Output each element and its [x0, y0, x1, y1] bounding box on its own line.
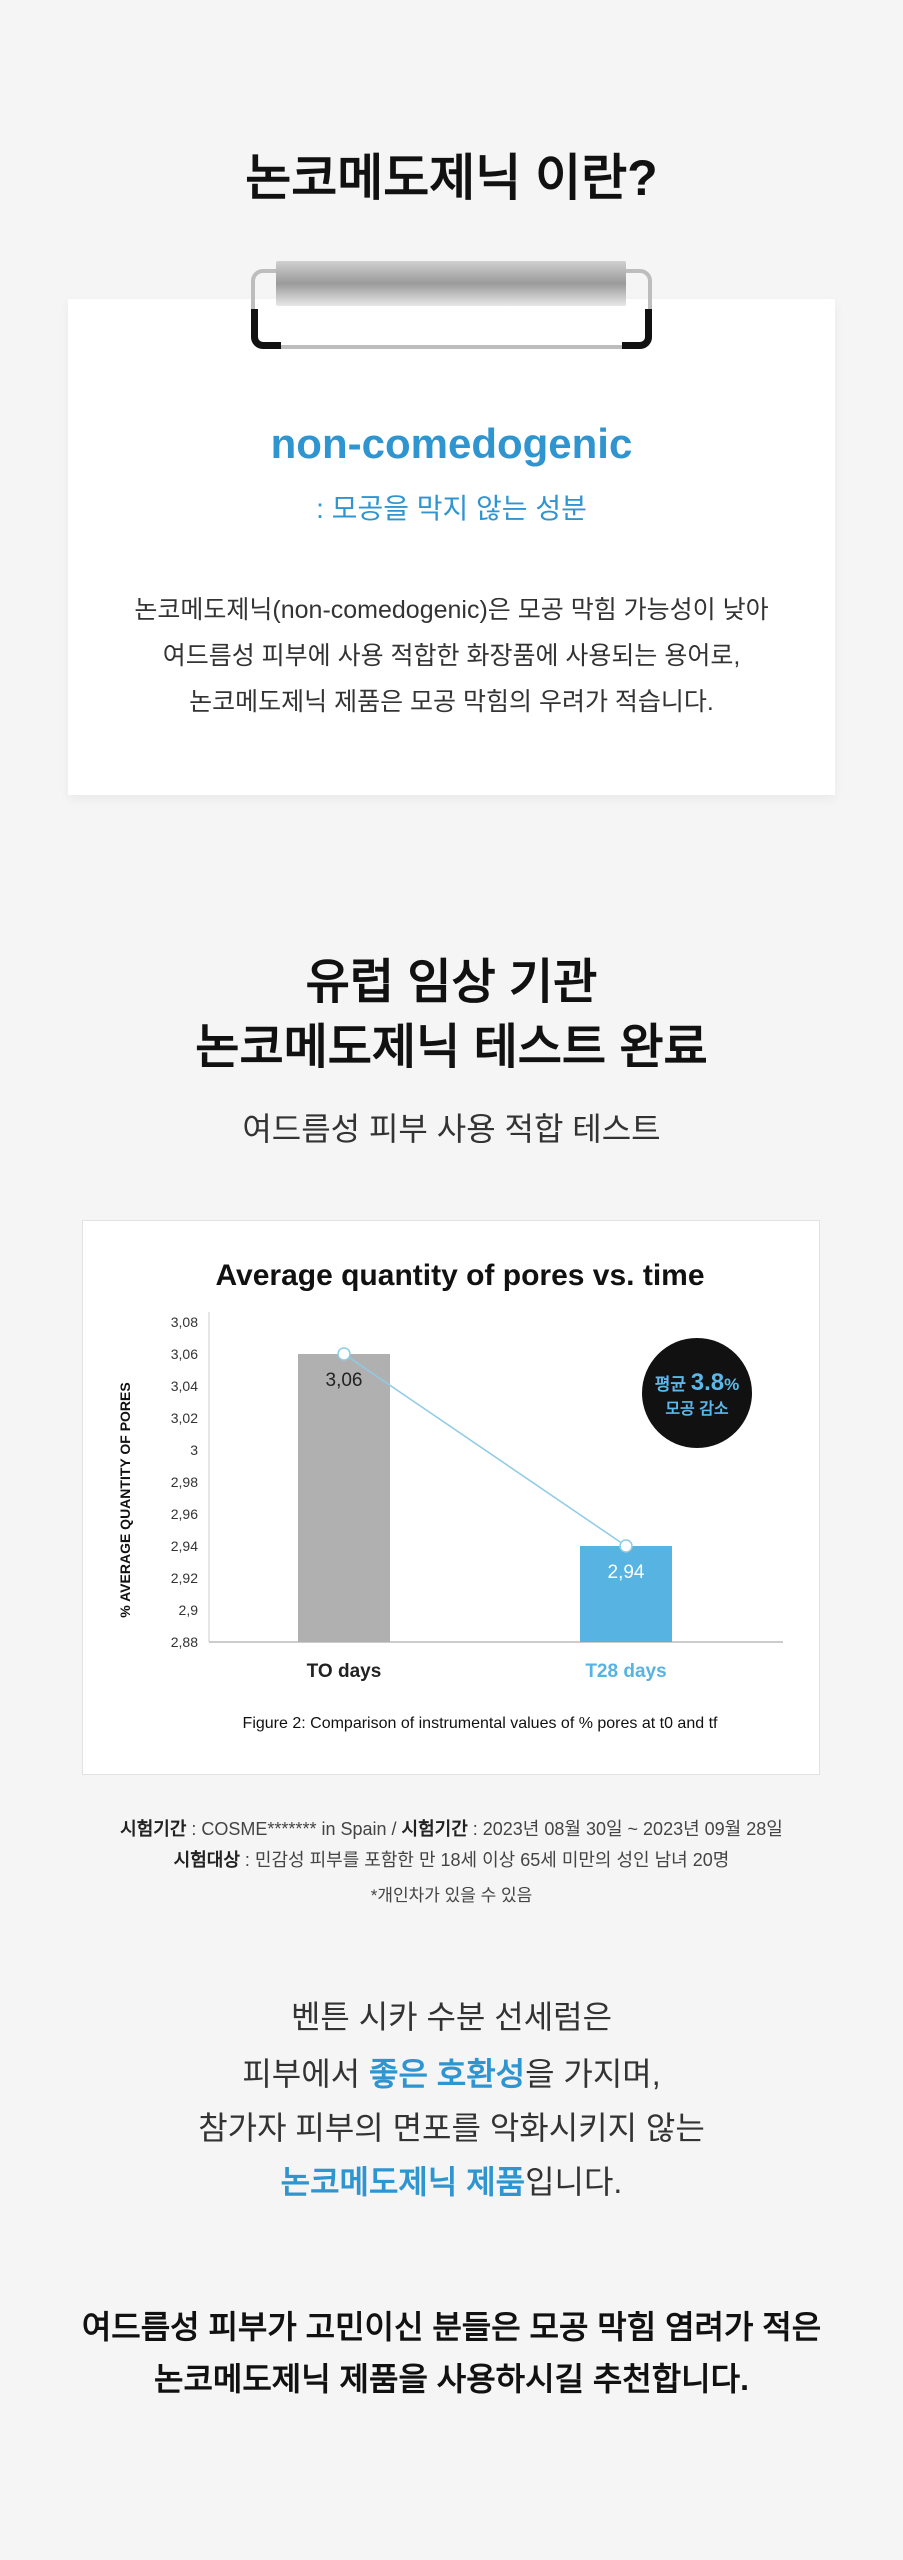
- test-title-line1: 유럽 임상 기관: [305, 956, 598, 1009]
- x-tick-label: T28 days: [585, 1661, 666, 1682]
- summary-line: 참가자 피부의 면포를 악화시키지 않는: [198, 2110, 705, 2146]
- data-label: 2,94: [608, 1562, 645, 1583]
- y-tick-label: 2,9: [179, 1602, 199, 1618]
- x-tick-label: TO days: [307, 1661, 382, 1682]
- chart-caption: Figure 2: Comparison of instrumental val…: [243, 1715, 718, 1732]
- test-subjects: 시험대상 : 민감성 피부를 포함한 만 18세 이상 65세 미만의 성인 남…: [173, 1850, 730, 1870]
- trend-point: [337, 1347, 351, 1361]
- badge-value: 3.8: [691, 1369, 724, 1396]
- y-tick-label: 2,98: [171, 1474, 198, 1490]
- closing-line: 논코메도제닉 제품을 사용하시길 추천합니다.: [154, 2361, 749, 2397]
- y-tick-label: 2,88: [171, 1634, 198, 1650]
- pores-chart: Average quantity of pores vs. time % AVE…: [117, 1259, 783, 1732]
- y-tick-label: 2,94: [171, 1538, 198, 1554]
- y-tick-label: 3: [190, 1442, 198, 1458]
- summary-line: 피부에서 좋은 호환성을 가지며,: [242, 2056, 661, 2092]
- bar: [298, 1354, 390, 1642]
- reduction-badge: 평균 3.8% 모공 감소: [642, 1338, 752, 1448]
- section-title: 논코메도제닉 이란?: [245, 150, 658, 206]
- definition-line: 논코메도제닉(non-comedogenic)은 모공 막힘 가능성이 낮아: [134, 596, 769, 624]
- definition-card: [68, 299, 835, 795]
- y-tick-label: 3,04: [171, 1378, 198, 1394]
- y-axis-label: % AVERAGE QUANTITY OF PORES: [117, 1382, 133, 1617]
- trend-line: [343, 1353, 627, 1547]
- y-tick-label: 3,08: [171, 1314, 198, 1330]
- term-meaning: : 모공을 막지 않는 성분: [316, 493, 587, 524]
- bar: [580, 1546, 672, 1642]
- test-subtitle: 여드름성 피부 사용 적합 테스트: [242, 1111, 661, 1147]
- y-tick-label: 2,96: [171, 1506, 198, 1522]
- clipboard-clip-icon: [251, 261, 652, 349]
- definition-line: 여드름성 피부에 사용 적합한 화장품에 사용되는 용어로,: [162, 642, 741, 670]
- term-title: non-comedogenic: [270, 420, 633, 467]
- y-tick-label: 3,02: [171, 1410, 198, 1426]
- definition-line: 논코메도제닉 제품은 모공 막힘의 우려가 적습니다.: [189, 688, 714, 716]
- data-label: 3,06: [326, 1370, 363, 1391]
- trend-point: [619, 1539, 633, 1553]
- svg-text:평균 3.8%: 평균 3.8%: [655, 1369, 740, 1396]
- disclaimer: *개인차가 있을 수 있음: [370, 1886, 533, 1905]
- badge-unit: %: [724, 1375, 739, 1394]
- y-tick-label: 3,06: [171, 1346, 198, 1362]
- badge-line2: 모공 감소: [665, 1399, 729, 1418]
- summary-line: 벤튼 시카 수분 선세럼은: [290, 1999, 613, 2035]
- test-period: 시험기간 : COSME******* in Spain / 시험기간 : 20…: [120, 1819, 783, 1839]
- y-tick-label: 2,92: [171, 1570, 198, 1586]
- test-title-line2: 논코메도제닉 테스트 완료: [195, 1021, 708, 1074]
- badge-prefix: 평균: [655, 1375, 687, 1394]
- closing-line: 여드름성 피부가 고민이신 분들은 모공 막힘 염려가 적은: [81, 2309, 822, 2345]
- chart-title: Average quantity of pores vs. time: [215, 1259, 704, 1292]
- summary-line: 논코메도제닉 제품입니다.: [280, 2164, 623, 2200]
- chart-container: [82, 1220, 820, 1775]
